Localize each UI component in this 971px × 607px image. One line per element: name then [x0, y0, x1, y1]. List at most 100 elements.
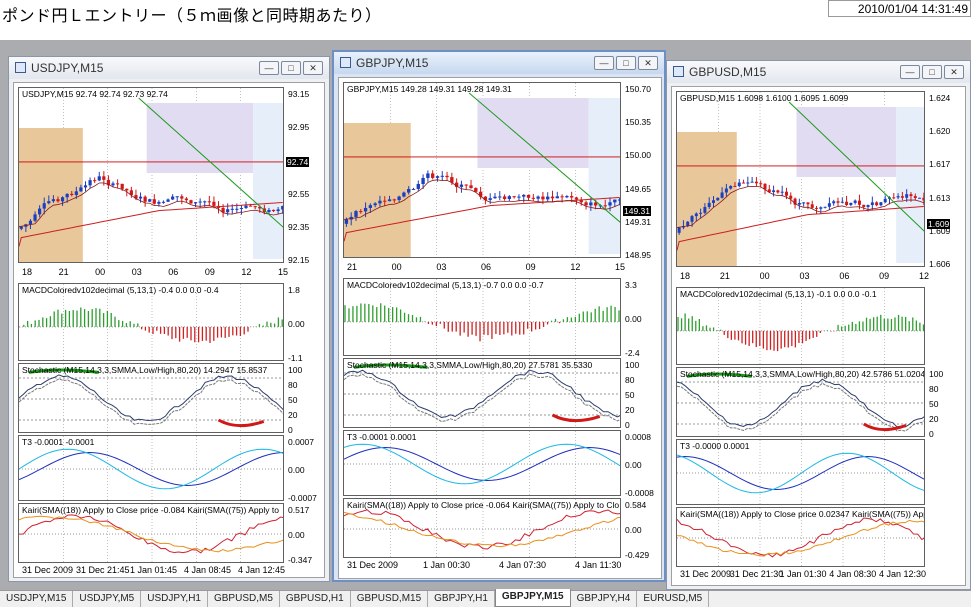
date-axis-label: 31 Dec 2009	[22, 565, 74, 575]
kairi-pane[interactable]: Kairi(SMA((18)) Apply to Close price 0.0…	[676, 507, 925, 567]
candle	[42, 203, 46, 209]
scale-tick: 0	[625, 420, 630, 430]
kairi-pane[interactable]: Kairi(SMA((18)) Apply to Close price -0.…	[343, 498, 621, 558]
minimize-button[interactable]: —	[594, 56, 614, 70]
price-pane[interactable]: USDJPY,M15 92.74 92.74 92.73 92.74	[18, 87, 284, 263]
ma-line	[344, 197, 620, 242]
candle	[526, 194, 531, 198]
candle	[230, 208, 234, 210]
window-titlebar[interactable]: USDJPY,M15 — □ ✕	[9, 57, 329, 79]
candle	[115, 183, 120, 185]
stoch-pane[interactable]: Stochastic (M15,14,3,3,SMMA,Low/High,80,…	[676, 367, 925, 437]
close-button[interactable]: ✕	[944, 65, 964, 79]
t3-pane[interactable]: T3 -0.0001 -0.0001	[18, 435, 284, 501]
candle	[793, 198, 797, 205]
candle	[161, 201, 166, 203]
time-axis-label: 00	[391, 262, 402, 272]
stoch-signal	[344, 373, 620, 422]
price-pane[interactable]: GBPJPY,M15 149.28 149.31 149.28 149.31	[343, 82, 621, 258]
minimize-button[interactable]: —	[900, 65, 920, 79]
stoch-pane[interactable]: Stochastic (M15,14,3,3,SMMA,Low/High,80,…	[18, 363, 284, 433]
candle	[849, 202, 853, 206]
scale-tick: 0.00	[288, 530, 305, 540]
chart-canvas[interactable]: GBPJPY,M15 149.28 149.31 149.28 149.31 15…	[338, 77, 662, 579]
ma-line	[677, 185, 924, 228]
t3-pane[interactable]: T3 -0.0001 0.0001	[343, 430, 621, 496]
price-pane[interactable]: GBPUSD,M15 1.6098 1.6100 1.6095 1.6099	[676, 91, 925, 267]
maximize-button[interactable]: □	[616, 56, 636, 70]
candle	[823, 206, 827, 208]
date-axis-label: 4 Jan 08:45	[184, 565, 232, 575]
tab-usdjpy-m5[interactable]: USDJPY,M5	[73, 591, 142, 607]
scale-tick: 92.15	[288, 255, 310, 265]
close-button[interactable]: ✕	[638, 56, 658, 70]
tab-eurusd-m5[interactable]: EURUSD,M5	[637, 591, 710, 607]
maximize-button[interactable]: □	[922, 65, 942, 79]
candle	[711, 200, 715, 203]
candle	[421, 177, 425, 184]
chart-canvas[interactable]: GBPUSD,M15 1.6098 1.6100 1.6095 1.6099 1.…	[671, 86, 966, 586]
candle	[193, 202, 198, 204]
scale-tick: 1.620	[929, 126, 951, 137]
candle	[148, 199, 152, 202]
candle	[536, 196, 540, 199]
time-axis-label: 12	[570, 262, 581, 272]
candle	[733, 186, 737, 188]
candle	[797, 202, 801, 205]
scale-tick: 149.31	[625, 216, 651, 227]
candle	[522, 194, 526, 197]
macd-pane[interactable]: MACDColoredv102decimal (5,13,1) -0.7 0.0…	[343, 278, 621, 356]
candle	[459, 184, 464, 187]
tab-gbpusd-h1[interactable]: GBPUSD,H1	[280, 591, 351, 607]
close-button[interactable]: ✕	[303, 61, 323, 75]
tab-usdjpy-m15[interactable]: USDJPY,M15	[0, 591, 74, 607]
candle	[694, 213, 698, 217]
tab-gbpjpy-h4[interactable]: GBPJPY,H4	[571, 591, 638, 607]
kairi-label: Kairi(SMA((18)) Apply to Close price 0.0…	[680, 509, 925, 519]
scale-tick: 0.00	[288, 319, 305, 329]
candle	[784, 191, 788, 196]
candle	[853, 200, 857, 203]
price-label: USDJPY,M15 92.74 92.74 92.73 92.74	[22, 89, 168, 99]
candle	[281, 205, 283, 210]
macd-pane[interactable]: MACDColoredv102decimal (5,13,1) -0.1 0.0…	[676, 287, 925, 365]
chart-window-usdjpy-m15[interactable]: USDJPY,M15 — □ ✕ USDJPY,M15 92.74 92.74 92.7…	[8, 56, 330, 582]
candle	[258, 206, 262, 209]
macd-pane[interactable]: MACDColoredv102decimal (5,13,1) -0.4 0.0…	[18, 283, 284, 361]
candle	[28, 220, 33, 225]
candle	[474, 188, 478, 192]
stoch-signal	[19, 378, 283, 425]
minimize-button[interactable]: —	[259, 61, 279, 75]
scale-tick: 20	[288, 410, 298, 420]
tab-gbpusd-m5[interactable]: GBPUSD,M5	[208, 591, 280, 607]
t3-pane[interactable]: T3 -0.0000 0.0001	[676, 439, 925, 505]
candle	[226, 209, 230, 213]
scale-tick: 1.617	[929, 159, 951, 170]
candle	[267, 209, 271, 212]
tab-gbpjpy-m15[interactable]: GBPJPY,M15	[494, 589, 571, 607]
tab-gbpusd-m15[interactable]: GBPUSD,M15	[351, 591, 429, 607]
candle	[51, 199, 56, 202]
candle	[883, 198, 887, 203]
window-titlebar[interactable]: GBPUSD,M15 — □ ✕	[667, 61, 970, 83]
candle	[166, 199, 170, 202]
chart-window-gbpusd-m15[interactable]: GBPUSD,M15 — □ ✕ GBPUSD,M15 1.6098 1.6100 1.…	[666, 60, 971, 590]
window-titlebar[interactable]: GBPJPY,M15 — □ ✕	[334, 52, 664, 74]
current-price-badge: 92.74	[286, 157, 310, 167]
candle	[244, 205, 248, 208]
kairi-pane[interactable]: Kairi(SMA((18)) Apply to Close price -0.…	[18, 503, 284, 563]
time-axis-label: 12	[241, 267, 252, 277]
chart-canvas[interactable]: USDJPY,M15 92.74 92.74 92.73 92.74 93.15 9…	[13, 82, 325, 578]
chart-window-gbpjpy-m15[interactable]: GBPJPY,M15 — □ ✕ GBPJPY,M15 149.28 149.31 14…	[332, 50, 666, 582]
date-axis-label: 31 Dec 21:45	[76, 565, 130, 575]
maximize-button[interactable]: □	[281, 61, 301, 75]
candle	[33, 214, 37, 221]
time-axis-label: 15	[615, 262, 626, 272]
chart-icon	[340, 57, 351, 68]
stoch-pane[interactable]: Stochastic (M15,14,3,3,SMMA,Low/High,80,…	[343, 358, 621, 428]
date-axis-label: 1 Jan 01:30	[779, 569, 827, 579]
tab-usdjpy-h1[interactable]: USDJPY,H1	[141, 591, 208, 607]
tab-gbpjpy-h1[interactable]: GBPJPY,H1	[428, 591, 495, 607]
candle	[589, 202, 593, 206]
ma-line	[344, 179, 620, 220]
